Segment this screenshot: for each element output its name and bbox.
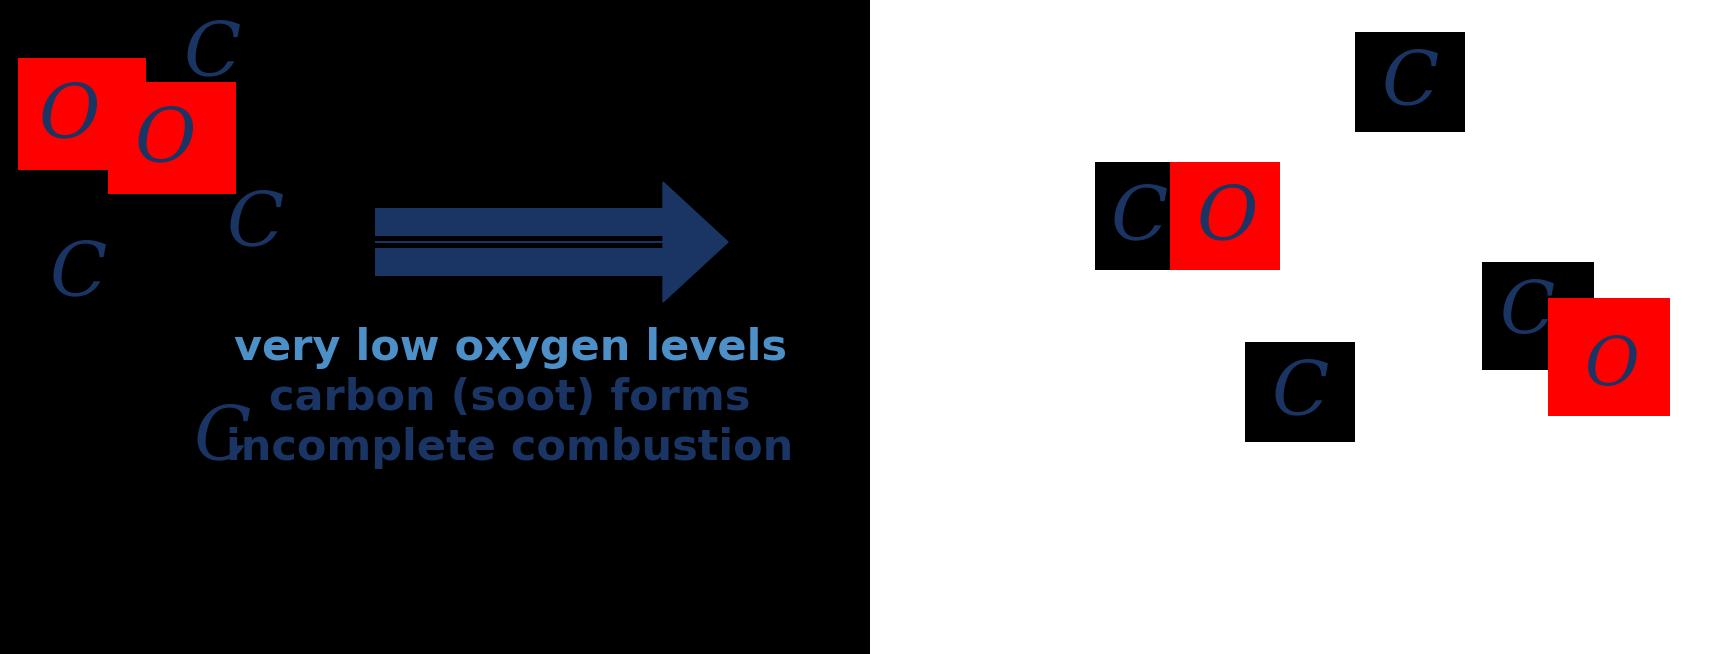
Text: very low oxygen levels: very low oxygen levels	[234, 327, 787, 369]
Bar	[870, 0, 1730, 654]
Text: C: C	[194, 403, 251, 475]
Bar	[17, 58, 145, 170]
Bar	[1246, 342, 1355, 442]
Bar	[1548, 298, 1669, 416]
Bar	[28, 228, 128, 318]
Text: O: O	[38, 80, 100, 152]
Text: C: C	[50, 239, 107, 311]
Polygon shape	[663, 182, 728, 302]
Bar	[1483, 262, 1593, 370]
Text: O: O	[1585, 334, 1638, 399]
Text: C: C	[183, 18, 240, 91]
Bar	[1095, 162, 1209, 270]
Text: C: C	[1272, 358, 1329, 430]
Text: O: O	[1197, 182, 1258, 254]
Bar	[171, 392, 272, 482]
Bar	[204, 178, 304, 268]
Bar	[375, 208, 663, 236]
Text: incomplete combustion: incomplete combustion	[227, 427, 794, 469]
Bar	[163, 8, 261, 98]
Text: C: C	[1381, 48, 1439, 120]
Text: C: C	[1111, 182, 1168, 254]
Text: carbon (soot) forms: carbon (soot) forms	[270, 377, 751, 419]
Text: C: C	[227, 188, 284, 261]
Bar	[375, 241, 663, 243]
Text: O: O	[133, 104, 195, 177]
Bar	[375, 248, 663, 276]
Text: C: C	[1500, 279, 1555, 349]
Bar	[1169, 162, 1280, 270]
Bar	[1355, 32, 1465, 132]
Bar	[107, 82, 235, 194]
